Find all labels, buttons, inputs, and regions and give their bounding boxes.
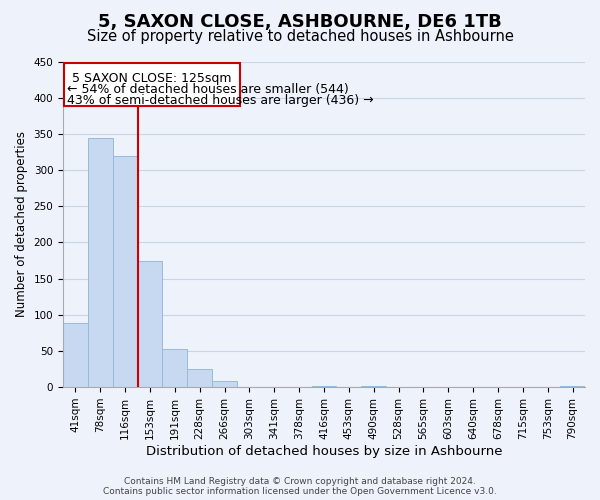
Text: 43% of semi-detached houses are larger (436) →: 43% of semi-detached houses are larger (… bbox=[67, 94, 373, 107]
Text: Size of property relative to detached houses in Ashbourne: Size of property relative to detached ho… bbox=[86, 29, 514, 44]
Text: Contains HM Land Registry data © Crown copyright and database right 2024.
Contai: Contains HM Land Registry data © Crown c… bbox=[103, 476, 497, 496]
Bar bbox=[187, 369, 212, 387]
Bar bbox=[560, 386, 585, 387]
Text: ← 54% of detached houses are smaller (544): ← 54% of detached houses are smaller (54… bbox=[67, 83, 349, 96]
Bar bbox=[88, 138, 113, 387]
Text: 5 SAXON CLOSE: 125sqm: 5 SAXON CLOSE: 125sqm bbox=[72, 72, 232, 86]
Bar bbox=[113, 156, 137, 387]
Text: 5, SAXON CLOSE, ASHBOURNE, DE6 1TB: 5, SAXON CLOSE, ASHBOURNE, DE6 1TB bbox=[98, 12, 502, 30]
Bar bbox=[137, 261, 163, 387]
Bar bbox=[163, 348, 187, 387]
X-axis label: Distribution of detached houses by size in Ashbourne: Distribution of detached houses by size … bbox=[146, 444, 502, 458]
Bar bbox=[63, 322, 88, 387]
Bar bbox=[212, 380, 237, 387]
Y-axis label: Number of detached properties: Number of detached properties bbox=[15, 132, 28, 318]
FancyBboxPatch shape bbox=[64, 63, 239, 106]
Bar bbox=[311, 386, 337, 387]
Bar bbox=[361, 386, 386, 387]
